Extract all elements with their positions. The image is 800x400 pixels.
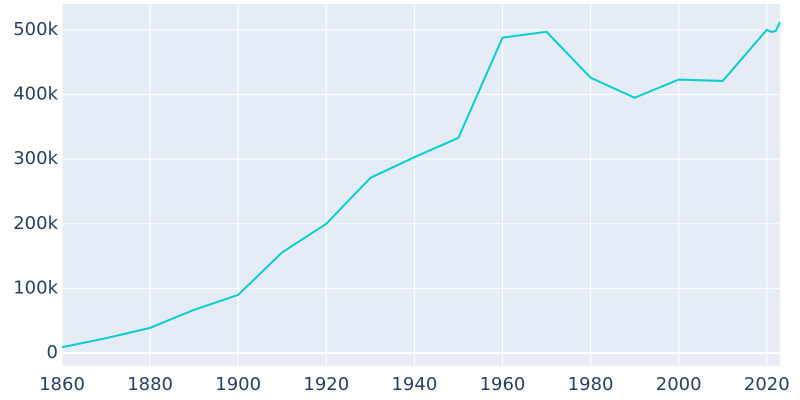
- x-tick-label: 1900: [215, 374, 261, 395]
- y-tick-label: 100k: [13, 277, 58, 298]
- y-tick-label: 200k: [13, 213, 58, 234]
- y-tick-label: 500k: [13, 19, 58, 40]
- x-tick-label: 2020: [744, 374, 790, 395]
- x-tick-label: 1940: [391, 374, 437, 395]
- x-tick-label: 2000: [656, 374, 702, 395]
- y-tick-label: 400k: [13, 84, 58, 105]
- line: [61, 21, 781, 349]
- x-tick-label: 1920: [303, 374, 349, 395]
- plot-area: [62, 4, 780, 366]
- x-tick-label: 1880: [127, 374, 173, 395]
- y-tick-label: 300k: [13, 148, 58, 169]
- y-tick-label: 0: [47, 342, 58, 363]
- x-tick-label: 1960: [480, 374, 526, 395]
- x-tick-label: 1980: [568, 374, 614, 395]
- x-tick-label: 1860: [39, 374, 85, 395]
